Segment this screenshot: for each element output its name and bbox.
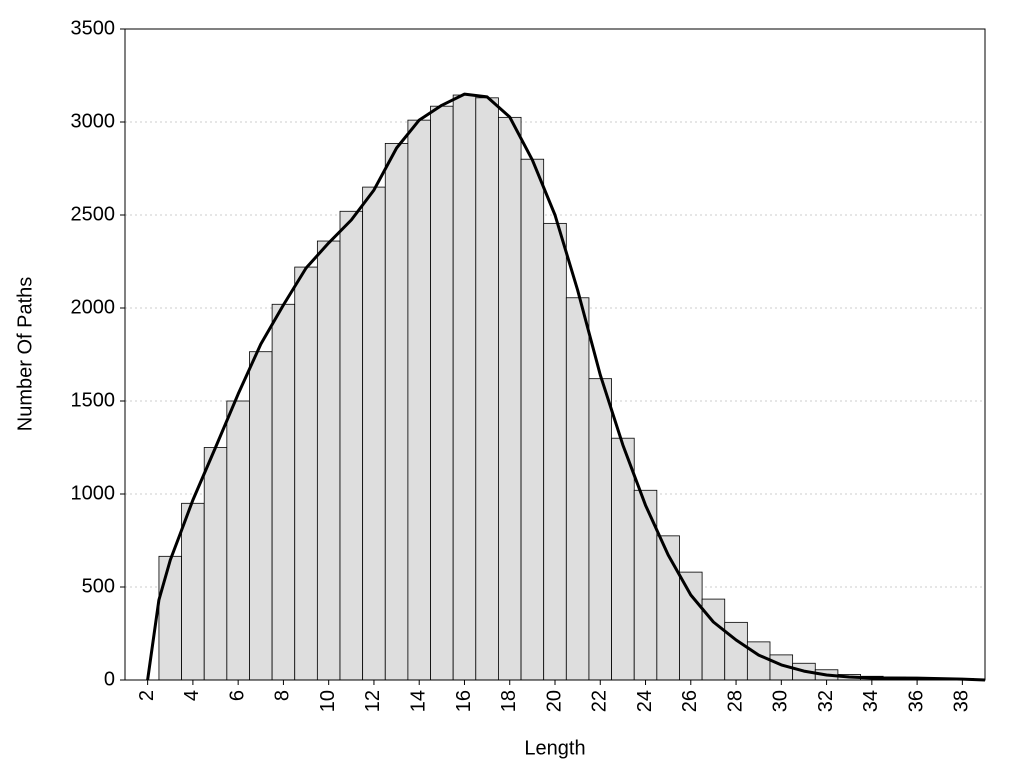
bar [249, 351, 273, 681]
bar [362, 186, 386, 681]
bar [203, 447, 228, 681]
bar [384, 142, 409, 681]
y-tick-label: 0 [104, 668, 115, 690]
y-tick-label: 3500 [71, 17, 116, 39]
x-tick-label: 26 [679, 690, 701, 712]
y-tick-label: 2500 [71, 203, 116, 225]
x-tick-label: 34 [860, 690, 882, 712]
bar [475, 97, 499, 681]
bar [746, 641, 771, 681]
bar [565, 297, 590, 681]
x-tick-label: 10 [317, 690, 339, 712]
bar [452, 94, 477, 681]
bar [588, 378, 612, 681]
x-tick-label: 6 [226, 690, 248, 701]
bar [543, 222, 567, 681]
bar [679, 571, 703, 681]
bar [181, 502, 205, 681]
x-tick-label: 22 [589, 690, 611, 712]
bar [407, 119, 431, 681]
y-axis-label: Number Of Paths [14, 277, 36, 432]
x-tick-label: 18 [498, 690, 520, 712]
y-tick-label: 2000 [71, 296, 116, 318]
x-tick-label: 2 [136, 690, 158, 701]
plot-frame [124, 28, 986, 681]
y-tick-label: 1500 [71, 389, 116, 411]
bar [520, 158, 545, 681]
x-tick-label: 28 [724, 690, 746, 712]
bar [339, 210, 364, 681]
y-tick-label: 3000 [71, 110, 116, 132]
bar [271, 303, 296, 681]
y-tick-label: 1000 [71, 482, 116, 504]
x-tick-label: 14 [407, 690, 429, 712]
x-tick-label: 16 [453, 690, 475, 712]
x-axis-label: Length [524, 737, 585, 759]
x-tick-label: 30 [770, 690, 792, 712]
x-tick-label: 38 [951, 690, 973, 712]
bar [430, 105, 454, 681]
x-tick-label: 8 [272, 690, 294, 701]
bar [611, 437, 635, 681]
bar [633, 489, 658, 681]
x-tick-label: 24 [634, 690, 656, 712]
x-tick-label: 20 [543, 690, 565, 712]
bar [724, 621, 748, 681]
x-tick-label: 4 [181, 690, 203, 701]
y-tick-label: 500 [82, 575, 115, 597]
bar [158, 555, 182, 681]
x-tick-label: 32 [815, 690, 837, 712]
bar [316, 240, 341, 681]
bar [226, 400, 250, 681]
density-curve [146, 92, 986, 682]
bar [294, 266, 318, 681]
x-tick-label: 36 [905, 690, 927, 712]
x-tick-label: 12 [362, 690, 384, 712]
bar [498, 116, 522, 681]
